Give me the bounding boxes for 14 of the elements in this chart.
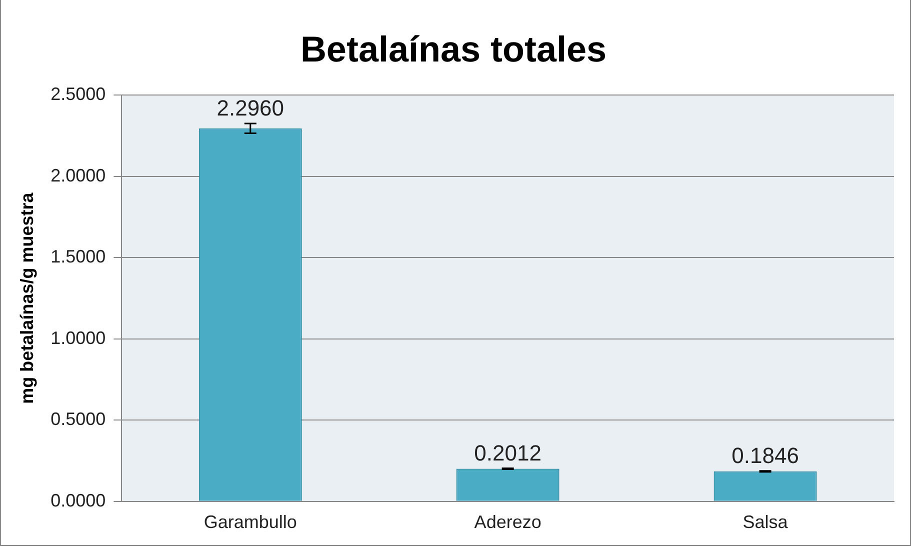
- x-tick-label: Salsa: [742, 512, 789, 532]
- y-tick-label: 1.5000: [50, 246, 106, 267]
- chart-title: Betalaínas totales: [300, 28, 607, 70]
- x-tick-label: Garambullo: [204, 512, 297, 532]
- y-tick-label: 2.0000: [50, 165, 106, 186]
- y-tick-label: 2.5000: [50, 84, 106, 104]
- y-tick-label: 0.0000: [50, 490, 106, 510]
- y-axis-title: mg betalaínas/g muestra: [16, 192, 37, 404]
- y-tick-label: 1.0000: [50, 328, 106, 348]
- y-tick-label: 0.5000: [50, 409, 106, 430]
- x-tick-label: Aderezo: [474, 512, 542, 532]
- data-label: 2.2960: [216, 96, 284, 121]
- data-label: 0.2012: [474, 440, 542, 466]
- data-label: 0.1846: [732, 442, 799, 468]
